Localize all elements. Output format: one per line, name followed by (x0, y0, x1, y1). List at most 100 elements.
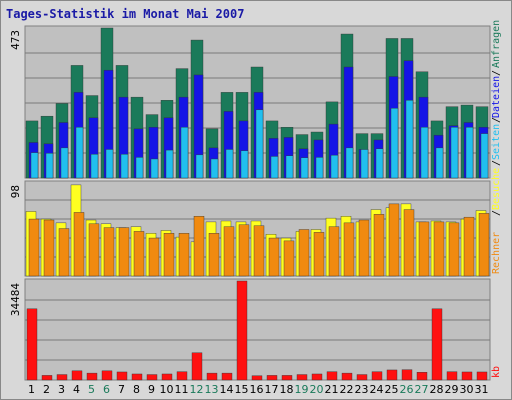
legend-label: / (491, 160, 502, 166)
x-axis-day-label: 28 (430, 383, 444, 396)
x-axis-day-label: 17 (265, 383, 279, 396)
bar-seiten (225, 149, 234, 179)
bar-seiten (405, 100, 414, 179)
x-axis-day-label: 4 (73, 383, 80, 396)
legend-label: Rechner (491, 232, 502, 274)
bar-seiten (90, 154, 99, 179)
x-axis-day-label: 13 (205, 383, 219, 396)
bar-kb (281, 375, 293, 381)
x-axis-day-label: 15 (235, 383, 249, 396)
bar-kb (356, 374, 368, 381)
bar-seiten (210, 158, 219, 179)
legend-label: Dateien (491, 76, 502, 118)
bar-seiten (255, 109, 264, 179)
bar-seiten (75, 127, 84, 179)
bar-kb (311, 373, 323, 381)
bar-rechner (433, 221, 445, 277)
x-axis-day-label: 14 (220, 383, 234, 396)
bar-kb (161, 373, 173, 381)
bar-seiten (465, 127, 474, 179)
bar-kb (26, 308, 38, 381)
bar-rechner (403, 209, 415, 277)
bar-kb (56, 374, 68, 381)
x-axis-day-label: 18 (280, 383, 294, 396)
x-axis-day-label: 22 (340, 383, 354, 396)
bar-rechner (478, 213, 490, 277)
x-axis-day-label: 21 (325, 383, 339, 396)
x-axis-day-label: 27 (415, 383, 429, 396)
bar-rechner (43, 219, 55, 277)
bar-seiten (345, 147, 354, 179)
bar-rechner (328, 226, 340, 277)
x-axis-day-label: 7 (118, 383, 125, 396)
bar-rechner (418, 221, 430, 277)
bar-rechner (283, 240, 295, 277)
bar-seiten (435, 147, 444, 179)
bar-rechner (163, 233, 175, 277)
bar-seiten (300, 157, 309, 179)
bar-seiten (330, 154, 339, 179)
bar-rechner (238, 224, 250, 277)
bar-seiten (195, 154, 204, 179)
legend-label: / (491, 117, 502, 123)
bar-rechner (448, 222, 460, 277)
bar-rechner (268, 237, 280, 277)
bar-seiten (165, 149, 174, 179)
bar-rechner (388, 203, 400, 277)
bar-seiten (450, 127, 459, 179)
bar-rechner (148, 237, 160, 277)
legend-label: / (491, 70, 502, 76)
x-axis-day-label: 8 (133, 383, 140, 396)
bar-kb (326, 371, 338, 381)
bar-kb (371, 371, 383, 381)
x-axis-day-label: 23 (355, 383, 369, 396)
bar-seiten (480, 133, 489, 179)
bar-kb (236, 280, 248, 381)
bar-kb (416, 372, 428, 381)
bar-kb (86, 372, 98, 381)
bar-kb (266, 375, 278, 381)
x-axis-day-label: 2 (43, 383, 50, 396)
bar-seiten (150, 158, 159, 179)
bar-rechner (358, 219, 370, 277)
bar-seiten (285, 155, 294, 179)
bar-seiten (360, 149, 369, 179)
chart-title: Tages-Statistik im Monat Mai 2007 (6, 7, 245, 21)
x-axis-day-label: 3 (58, 383, 65, 396)
x-axis-day-label: 6 (103, 383, 110, 396)
x-axis-day-label: 20 (310, 383, 324, 396)
bar-seiten (390, 108, 399, 179)
legend-label: kb (491, 366, 502, 378)
bar-seiten (375, 148, 384, 179)
bar-rechner (343, 222, 355, 277)
bar-rechner (28, 218, 40, 277)
bar-kb (251, 375, 263, 381)
bar-kb (206, 372, 218, 381)
bar-kb (146, 374, 158, 381)
bar-seiten (30, 152, 39, 179)
x-axis-day-label: 5 (88, 383, 95, 396)
bar-kb (41, 375, 53, 381)
y-axis-max-label: 473 (9, 30, 22, 50)
bar-seiten (180, 127, 189, 179)
bar-rechner (88, 223, 100, 277)
bar-rechner (178, 233, 190, 277)
bar-rechner (103, 227, 115, 277)
x-axis-day-label: 31 (475, 383, 489, 396)
legend-label: Besuche (491, 168, 502, 210)
panel-3-background (24, 278, 491, 381)
legend-label: / (491, 210, 502, 216)
bar-seiten (60, 147, 69, 179)
bar-rechner (118, 227, 130, 277)
x-axis-day-label: 19 (295, 383, 309, 396)
x-axis-day-label: 29 (445, 383, 459, 396)
x-axis-day-label: 9 (148, 383, 155, 396)
bar-rechner (253, 225, 265, 277)
bar-seiten (315, 157, 324, 179)
bar-rechner (223, 226, 235, 277)
bar-kb (176, 371, 188, 381)
bar-rechner (73, 212, 85, 277)
bar-seiten (105, 149, 114, 179)
bar-kb (221, 372, 233, 381)
